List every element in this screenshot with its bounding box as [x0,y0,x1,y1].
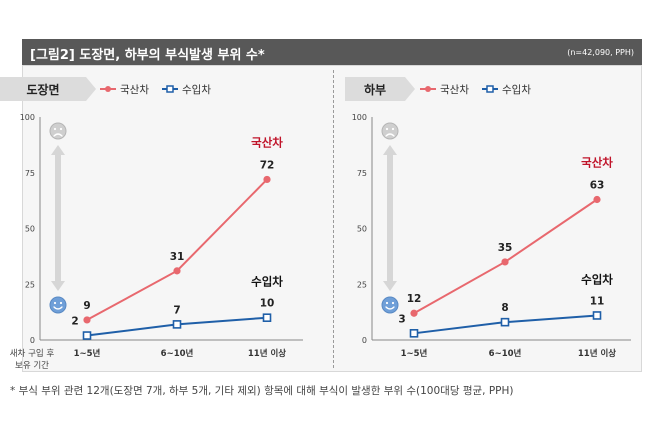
data-label-domestic: 9 [83,300,90,312]
x-tick-label: 11년 이상 [248,348,286,359]
data-label-imported: 2 [71,316,78,328]
happy-face-icon-eye [53,301,57,305]
x-tick-label: 1~5년 [401,348,428,359]
happy-face-icon-mouth [385,306,395,310]
x-tick-label: 6~10년 [161,348,194,359]
legend-label-imported: 수입차 [182,83,211,96]
data-label-imported: 7 [173,304,180,316]
y-tick-label: 25 [25,280,35,289]
legend-marker-domestic [105,86,111,92]
double-arrow-icon-head [383,281,397,291]
x-axis-caption: 보유 기간 [15,360,49,371]
y-tick-label: 75 [25,169,35,178]
happy-face-icon-circle [49,296,67,314]
panel-label: 하부 [364,82,386,97]
sad-face-icon [381,122,399,140]
happy-face-icon-eye [59,301,63,305]
series-end-label-domestic: 국산차 [581,156,613,170]
panel-divider [333,70,334,368]
y-tick-label: 50 [25,225,35,234]
sad-face-icon-eye [59,127,63,131]
double-arrow-icon-shaft [387,151,393,285]
sad-face-icon-mouth [385,133,395,137]
data-point-domestic [263,175,271,184]
x-tick-label: 6~10년 [489,348,522,359]
panel-label: 도장면 [26,82,59,97]
data-label-domestic: 12 [407,293,422,305]
legend-marker-domestic [425,86,431,92]
footnote: * 부식 부위 관련 12개(도장면 7개, 하부 5개, 기타 제외) 항목에… [10,385,514,397]
y-tick-label: 0 [362,336,367,345]
x-tick-label: 11년 이상 [578,348,616,359]
panel-tab [0,77,96,101]
legend-label-domestic: 국산차 [440,84,469,96]
data-label-imported: 3 [398,313,405,325]
x-axis-caption: 새차 구입 후 [10,349,55,359]
y-tick-label: 0 [30,336,35,345]
data-label-domestic: 31 [170,251,185,263]
y-tick-label: 100 [20,113,35,122]
happy-face-icon [49,296,67,314]
series-end-label-domestic: 국산차 [251,135,283,149]
data-point-imported [592,311,602,320]
legend-label-domestic: 국산차 [120,84,149,96]
sad-face-icon-mouth [53,133,63,137]
series-end-label-imported: 수입차 [581,272,613,286]
chart-header: [그림2] 도장면, 하부의 부식발생 부위 수* (n=42,090, PPH… [22,39,642,65]
data-point-imported [409,329,419,338]
data-point-domestic [173,267,181,275]
data-point-domestic [593,195,601,204]
sad-face-icon-eye [391,127,395,131]
x-tick-label: 1~5년 [74,348,101,359]
data-point-domestic [501,258,509,266]
y-tick-label: 50 [357,225,367,234]
series-end-label-imported: 수입차 [251,275,283,289]
legend-marker-imported [486,85,494,93]
happy-face-icon [381,296,399,314]
double-arrow-icon-head [383,145,397,155]
data-point-imported [172,320,182,329]
sad-face-icon-eye [53,127,57,131]
sad-face-icon-eye [385,127,389,131]
data-label-imported: 11 [590,295,605,307]
legend-label-imported: 수입차 [502,83,531,96]
data-label-imported: 8 [501,302,508,314]
data-label-domestic: 35 [498,242,513,254]
data-point-imported [82,331,92,340]
data-point-imported [500,317,510,327]
chart-frame [22,65,642,372]
double-arrow-icon-head [51,145,65,155]
y-tick-label: 75 [357,169,367,178]
y-tick-label: 25 [357,280,367,289]
double-arrow-icon-shaft [55,151,61,285]
data-label-domestic: 72 [260,159,275,171]
panel-tab [345,77,415,101]
sample-note: (n=42,090, PPH) [567,48,634,57]
series-line-domestic [413,198,598,315]
happy-face-icon-circle [381,296,399,314]
data-label-domestic: 63 [590,180,605,192]
data-point-domestic [83,316,91,324]
chart-title: [그림2] 도장면, 하부의 부식발생 부위 수* [30,48,265,63]
sad-face-icon-circle [49,122,67,140]
data-label-imported: 10 [260,298,275,310]
happy-face-icon-eye [385,301,389,305]
sad-face-icon [49,122,67,140]
data-point-imported [262,313,272,322]
legend-marker-imported [166,85,174,93]
double-arrow-icon-head [51,281,65,291]
y-tick-label: 100 [352,113,367,122]
happy-face-icon-mouth [53,306,63,310]
data-point-domestic [410,309,418,317]
happy-face-icon-eye [391,301,395,305]
series-line-domestic [86,178,268,321]
sad-face-icon-circle [381,122,399,140]
